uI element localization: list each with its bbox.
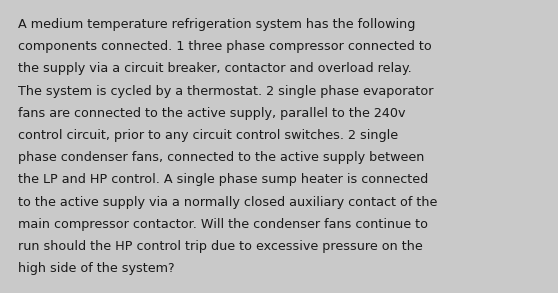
Text: A medium temperature refrigeration system has the following: A medium temperature refrigeration syste… xyxy=(18,18,415,31)
Text: The system is cycled by a thermostat. 2 single phase evaporator: The system is cycled by a thermostat. 2 … xyxy=(18,85,434,98)
Text: main compressor contactor. Will the condenser fans continue to: main compressor contactor. Will the cond… xyxy=(18,218,428,231)
Text: the LP and HP control. A single phase sump heater is connected: the LP and HP control. A single phase su… xyxy=(18,173,428,186)
Text: components connected. 1 three phase compressor connected to: components connected. 1 three phase comp… xyxy=(18,40,432,53)
Text: fans are connected to the active supply, parallel to the 240v: fans are connected to the active supply,… xyxy=(18,107,406,120)
Text: phase condenser fans, connected to the active supply between: phase condenser fans, connected to the a… xyxy=(18,151,425,164)
Text: high side of the system?: high side of the system? xyxy=(18,262,175,275)
Text: to the active supply via a normally closed auxiliary contact of the: to the active supply via a normally clos… xyxy=(18,196,437,209)
Text: run should the HP control trip due to excessive pressure on the: run should the HP control trip due to ex… xyxy=(18,240,423,253)
Text: the supply via a circuit breaker, contactor and overload relay.: the supply via a circuit breaker, contac… xyxy=(18,62,412,75)
Text: control circuit, prior to any circuit control switches. 2 single: control circuit, prior to any circuit co… xyxy=(18,129,398,142)
